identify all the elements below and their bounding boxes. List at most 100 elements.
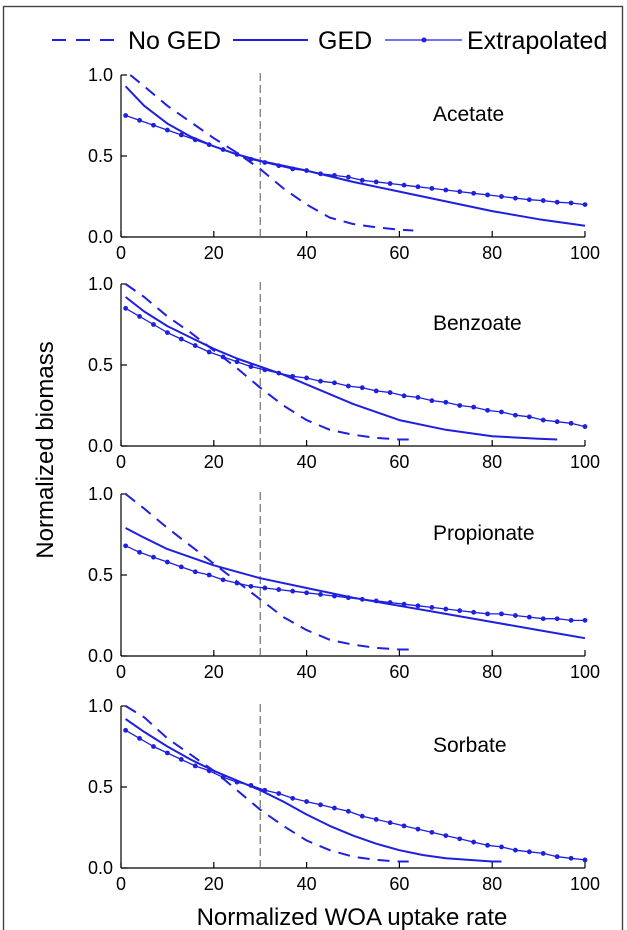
panel-1-series-extrapolated-point bbox=[290, 166, 296, 172]
panel-2-series-extrapolated-point bbox=[429, 398, 435, 404]
panel-3-series-extrapolated-point bbox=[568, 617, 574, 623]
panel-4-series-extrapolated-point bbox=[137, 736, 142, 741]
panel-1-label: Acetate bbox=[433, 103, 504, 126]
panel-2-x-tick-label: 100 bbox=[570, 452, 600, 472]
panel-1-series-extrapolated-point bbox=[220, 147, 226, 152]
panel-1-series-no-ged bbox=[129, 74, 414, 232]
legend-extrapolated-swatch bbox=[385, 37, 462, 43]
panel-2-series-extrapolated-point bbox=[568, 420, 574, 426]
panel-1-series-extrapolated bbox=[125, 114, 586, 206]
panel-1-series-extrapolated-point bbox=[248, 156, 254, 162]
panel-2-series-extrapolated-point bbox=[248, 364, 254, 370]
panel-2-y-tick-label: 1.0 bbox=[88, 274, 113, 294]
panel-3-x-tick-label: 80 bbox=[482, 662, 502, 682]
panel-2-series-extrapolated-point bbox=[290, 373, 296, 379]
panel-2-x-tick-label: 40 bbox=[297, 452, 317, 472]
panel-4-series-extrapolated-point bbox=[582, 857, 588, 863]
panel-1-series-extrapolated-point bbox=[568, 200, 574, 206]
panel-4-y-tick-label: 0.0 bbox=[88, 858, 113, 878]
panel-4-series-extrapolated-point bbox=[304, 799, 309, 804]
panel-4-series-extrapolated-point bbox=[220, 774, 226, 780]
panel-1-series-extrapolated-point bbox=[151, 122, 156, 128]
panel-4-series-extrapolated-point bbox=[192, 763, 198, 769]
panel-2-series-extrapolated bbox=[125, 307, 586, 428]
panel-1-y-tick-label: 0.5 bbox=[88, 146, 113, 166]
panel-3-series-extrapolated-point bbox=[151, 554, 156, 560]
panel-2-series-extrapolated-point bbox=[137, 314, 142, 319]
panel-2-series-extrapolated-point bbox=[234, 359, 240, 365]
panel-3-series-extrapolated-point bbox=[165, 559, 170, 565]
panel-2-series-extrapolated-point bbox=[540, 417, 546, 423]
panel-2-y-tick-label: 0.5 bbox=[88, 355, 113, 375]
panel-3-series-extrapolated-point bbox=[262, 585, 268, 591]
legend-ged-label: GED bbox=[318, 27, 372, 55]
panel-1: 0 20 40 60 80 100 0.0 0.5 1.0 Acetate bbox=[88, 65, 600, 263]
panel-4-series-extrapolated-point bbox=[123, 727, 129, 733]
panel-2-series-extrapolated-point bbox=[220, 354, 226, 360]
panel-3-label: Propionate bbox=[433, 522, 535, 545]
legend-extrapolated-label: Extrapolated bbox=[467, 27, 607, 55]
panel-2-series-extrapolated-point bbox=[415, 395, 421, 400]
panel-3-series-extrapolated-point bbox=[373, 598, 379, 604]
panel-3-series-no-ged bbox=[124, 493, 409, 651]
panel-3-series-extrapolated-point bbox=[332, 593, 337, 599]
panel-2-series-extrapolated-point bbox=[262, 367, 268, 373]
panel-2-series-extrapolated-point bbox=[373, 388, 379, 394]
panel-2-series-extrapolated-point bbox=[192, 343, 198, 348]
panel-4-series-extrapolated-point bbox=[276, 791, 282, 796]
legend: No GED GED Extrapolated bbox=[52, 27, 607, 55]
panel-3-y-tick-label: 0.5 bbox=[88, 565, 113, 585]
panel-1-x-tick-label: 40 bbox=[297, 243, 317, 263]
panel-2-series-no-ged bbox=[125, 283, 409, 441]
panel-1-series-extrapolated-point bbox=[387, 181, 393, 186]
panel-2-series-extrapolated-point bbox=[457, 403, 463, 408]
panel-3-series-extrapolated-point bbox=[248, 583, 254, 589]
panel-1-series-extrapolated-point bbox=[123, 113, 129, 118]
panel-4-series-extrapolated-point bbox=[568, 855, 574, 861]
panel-3-series-ged bbox=[125, 527, 586, 640]
panel-1-series-extrapolated-point bbox=[457, 189, 463, 195]
panel-2-series-extrapolated-point bbox=[123, 305, 129, 311]
panel-3-series-extrapolated-point bbox=[192, 569, 198, 575]
panel-4-series-extrapolated-point bbox=[485, 842, 490, 848]
panel-3-series-extrapolated-point bbox=[220, 577, 226, 583]
panel-4: 0 20 40 60 80 100 0.0 0.5 1.0 Sorbate bbox=[88, 696, 600, 894]
panel-2-series-extrapolated-point bbox=[332, 380, 337, 386]
panel-1-series-extrapolated-point bbox=[471, 190, 477, 196]
panel-4-series-extrapolated-point bbox=[526, 849, 532, 855]
panel-4-series-no-ged bbox=[125, 705, 409, 863]
panel-2-series-extrapolated-point bbox=[485, 407, 490, 413]
panel-3-series-extrapolated-point bbox=[457, 608, 463, 614]
panel-2-x-tick-label: 20 bbox=[204, 452, 224, 472]
panel-1-series-extrapolated-point bbox=[554, 199, 560, 205]
panel-3-y-tick-label: 1.0 bbox=[88, 484, 113, 504]
panel-1-series-extrapolated-point bbox=[429, 186, 435, 191]
panel-3-series-extrapolated-point bbox=[554, 616, 560, 622]
panel-3-series-extrapolated-point bbox=[276, 587, 282, 592]
panel-4-series-extrapolated-point bbox=[415, 826, 421, 832]
panel-2: 0 20 40 60 80 100 0.0 0.5 1.0 Benzoate bbox=[88, 274, 600, 472]
panel-2-series-extrapolated-point bbox=[471, 404, 477, 410]
panel-4-x-tick-label: 60 bbox=[389, 874, 409, 894]
panel-2-x-tick-label: 80 bbox=[482, 452, 502, 472]
panel-4-series-extrapolated-point bbox=[248, 782, 254, 788]
panel-1-series-extrapolated-point bbox=[304, 168, 309, 173]
panel-4-label: Sorbate bbox=[433, 734, 507, 757]
panel-2-series-extrapolated-point bbox=[345, 383, 351, 389]
panel-1-series-extrapolated-point bbox=[318, 171, 323, 177]
panel-1-series-extrapolated-point bbox=[276, 163, 282, 169]
panel-3-series-extrapolated-point bbox=[401, 601, 407, 607]
panel-1-series-extrapolated-point bbox=[485, 192, 490, 198]
panel-1-x-tick-label: 100 bbox=[570, 243, 600, 263]
panel-4-x-tick-label: 80 bbox=[482, 874, 502, 894]
panel-3-series-extrapolated-point bbox=[485, 611, 490, 617]
panel-1-series-extrapolated-point bbox=[206, 142, 212, 148]
panel-1-x-tick-label: 20 bbox=[204, 243, 224, 263]
panel-4-x-tick-label: 40 bbox=[297, 874, 317, 894]
panel-2-series-extrapolated-point bbox=[304, 375, 309, 381]
panel-4-series-extrapolated-point bbox=[178, 757, 184, 762]
panel-2-series-extrapolated-point bbox=[387, 390, 393, 395]
panel-1-series-extrapolated-point bbox=[165, 127, 170, 133]
panel-3-series-extrapolated-point bbox=[429, 605, 435, 610]
panel-3-series-extrapolated-point bbox=[206, 572, 212, 578]
